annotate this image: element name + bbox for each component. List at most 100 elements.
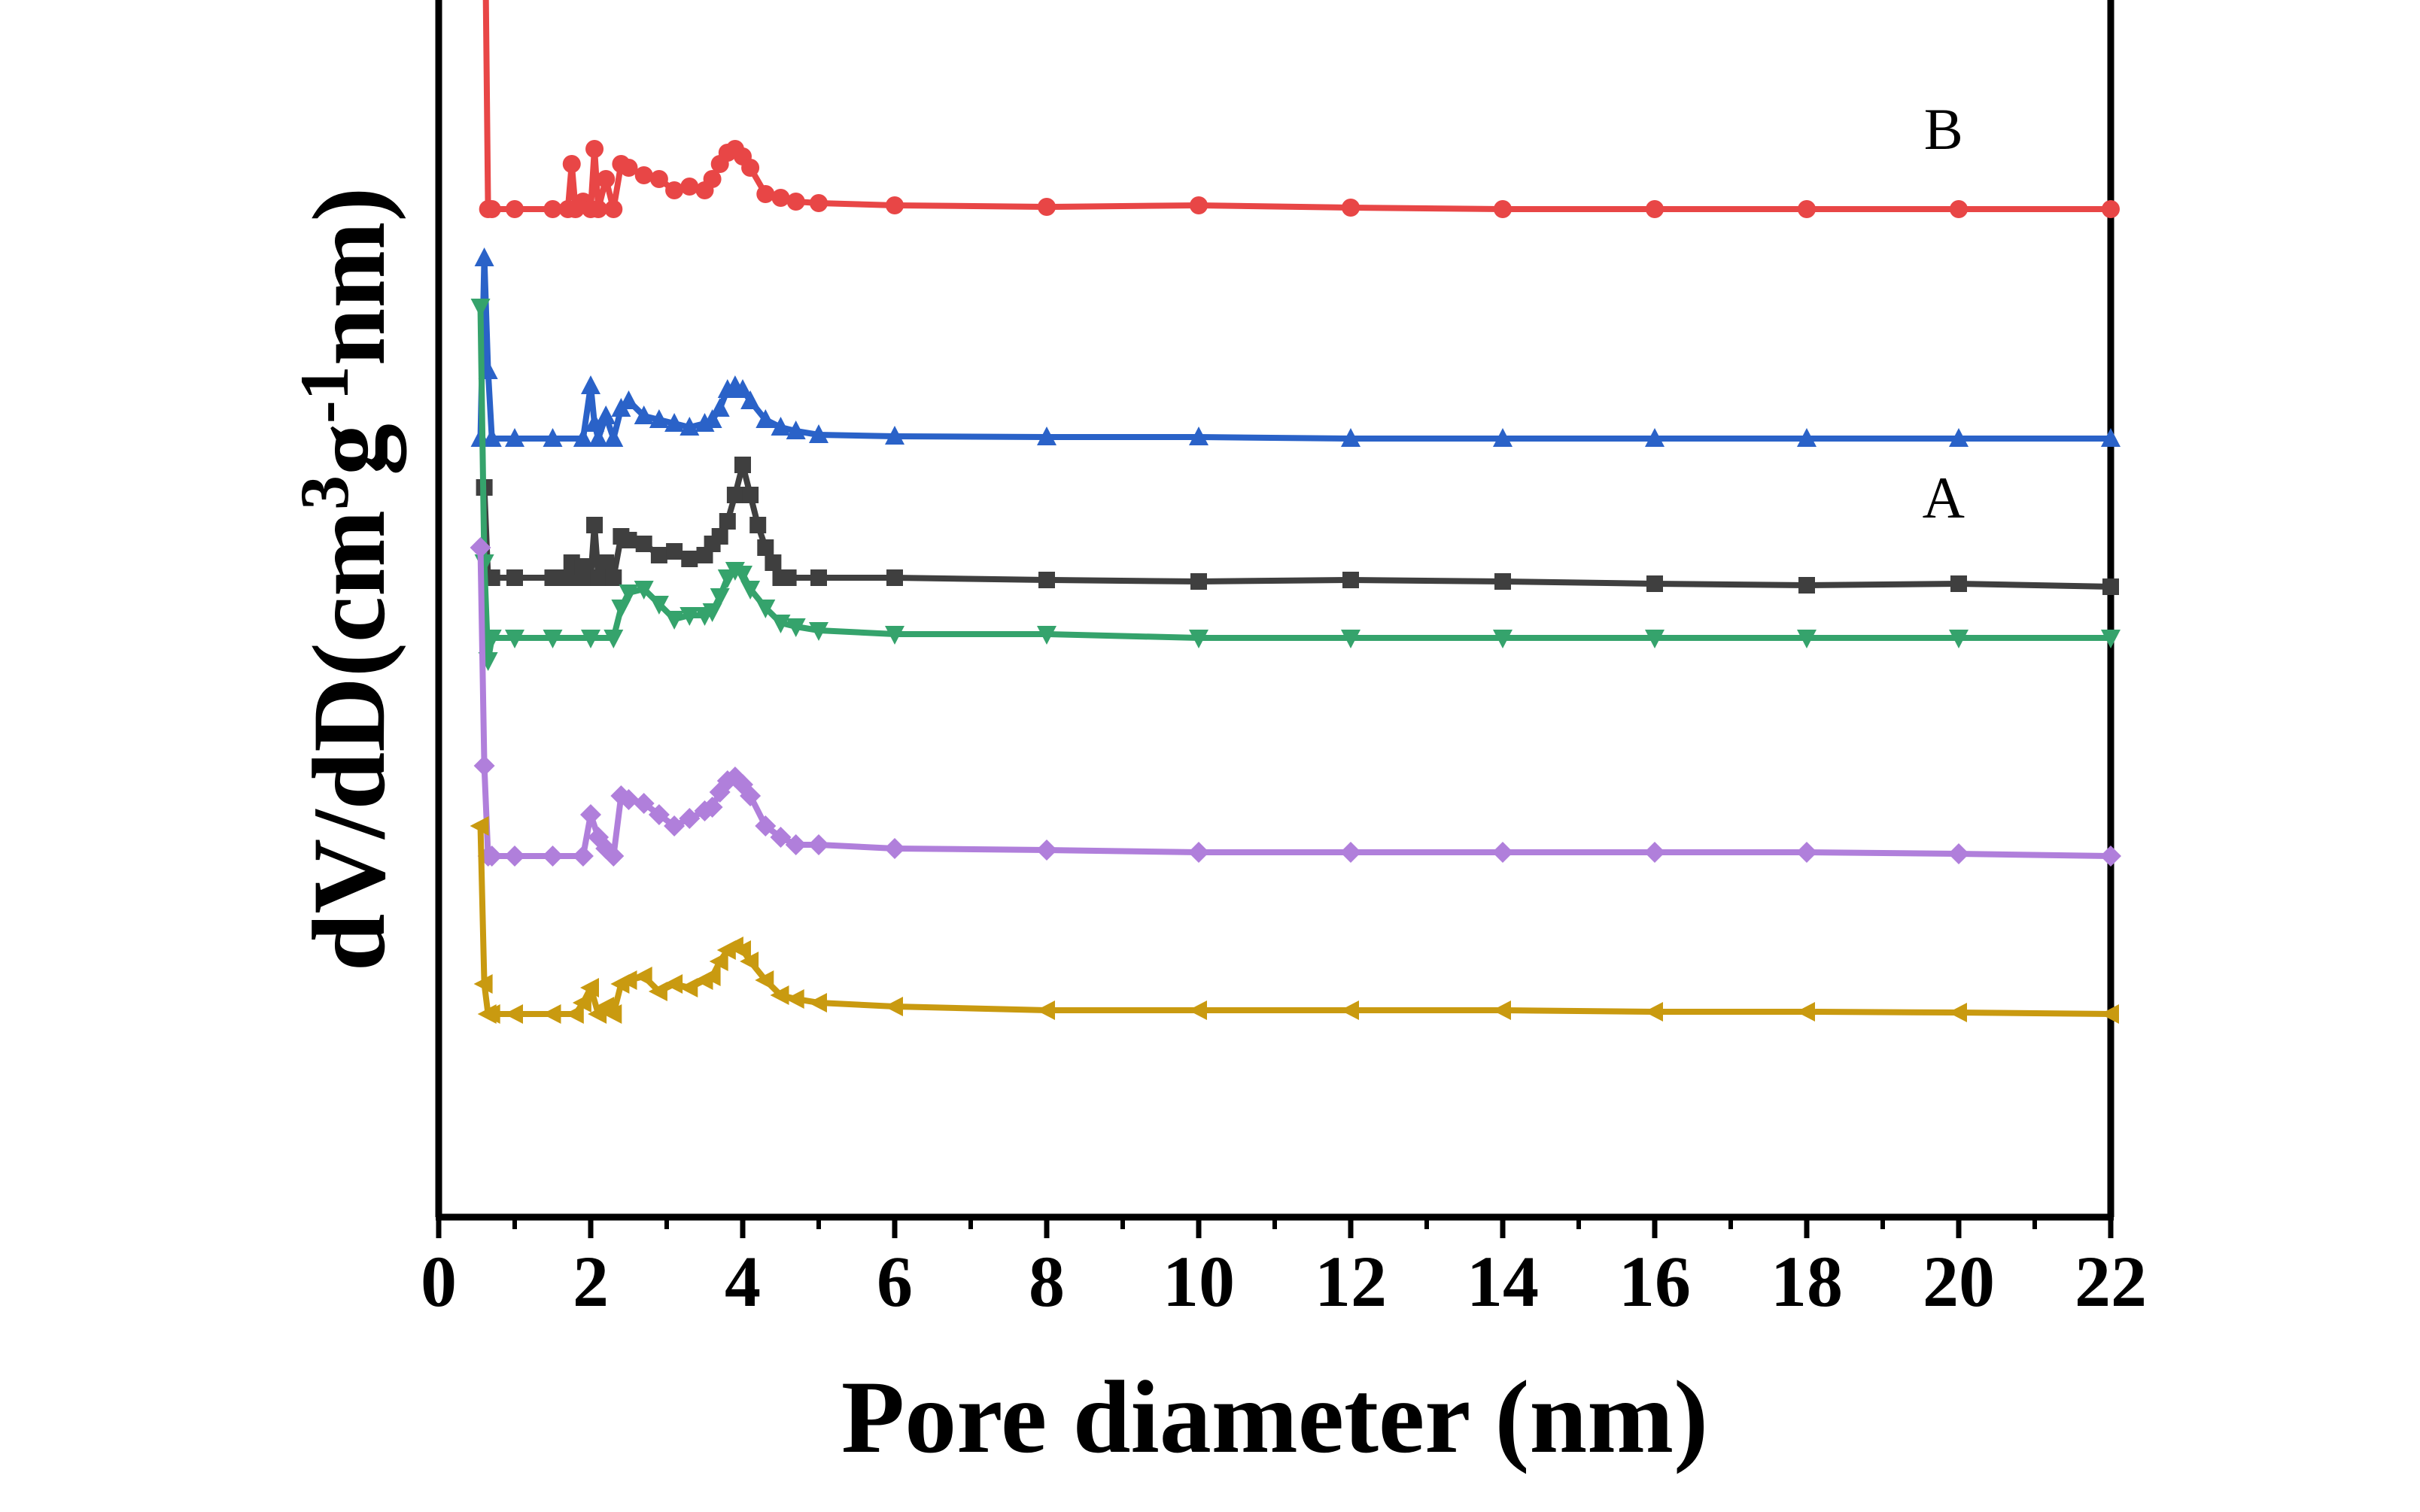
series-layer <box>470 0 2121 1024</box>
data-point-marker <box>597 554 615 571</box>
data-point-marker <box>679 607 700 626</box>
data-point-marker <box>473 974 493 994</box>
data-point-marker <box>1188 1000 1207 1020</box>
data-point-marker <box>1949 428 1969 447</box>
data-point-marker <box>770 827 792 848</box>
data-point-marker <box>506 200 524 218</box>
data-point-marker <box>1341 428 1360 447</box>
data-point-marker <box>650 547 667 563</box>
data-point-marker <box>664 815 686 836</box>
data-point-marker <box>2102 200 2120 218</box>
data-point-marker <box>1188 842 1209 863</box>
data-point-marker <box>771 189 790 207</box>
data-point-marker <box>1340 1000 1359 1020</box>
data-point-marker <box>809 424 828 443</box>
data-point-marker <box>771 417 791 436</box>
data-point-marker <box>1036 1000 1055 1020</box>
data-point-marker <box>2101 630 2121 648</box>
data-point-marker <box>786 421 806 439</box>
data-point-marker <box>710 588 730 607</box>
data-point-marker <box>755 970 774 990</box>
data-point-marker <box>1646 575 1663 592</box>
data-point-marker <box>884 838 905 859</box>
data-point-marker <box>649 409 669 428</box>
data-point-marker <box>1038 572 1055 588</box>
data-point-marker <box>605 569 622 586</box>
data-point-marker <box>1645 630 1665 648</box>
data-point-marker <box>470 299 491 317</box>
data-point-marker <box>734 457 751 473</box>
data-point-marker <box>618 789 640 810</box>
data-point-marker <box>702 603 722 622</box>
data-point-marker <box>1796 1002 1815 1022</box>
series-line <box>482 0 2111 212</box>
data-point-marker <box>588 428 609 447</box>
data-point-marker <box>1644 842 1665 863</box>
data-point-marker <box>786 193 805 211</box>
data-point-marker <box>1644 1002 1663 1022</box>
data-point-marker <box>619 159 638 177</box>
data-point-marker <box>1494 573 1511 590</box>
data-point-marker <box>741 159 760 177</box>
data-point-marker <box>562 155 581 173</box>
data-point-marker <box>505 428 524 447</box>
data-point-marker <box>786 618 806 637</box>
data-point-marker <box>585 413 605 432</box>
data-point-marker <box>709 952 728 971</box>
data-point-marker <box>649 170 668 188</box>
data-point-marker <box>504 1004 523 1024</box>
data-point-marker <box>1038 198 1056 216</box>
data-point-marker <box>740 785 762 806</box>
x-tick-label: 4 <box>725 1241 761 1322</box>
x-tick-label: 6 <box>877 1241 913 1322</box>
data-point-marker <box>1798 577 1815 594</box>
data-point-marker <box>590 569 607 586</box>
data-point-marker <box>1190 196 1208 214</box>
data-point-marker <box>564 1004 584 1024</box>
data-point-marker <box>589 200 608 218</box>
data-point-marker <box>884 997 903 1016</box>
data-point-marker <box>732 940 751 960</box>
data-point-marker <box>482 200 501 218</box>
x-tick-label: 20 <box>1923 1241 1995 1322</box>
data-point-marker <box>1796 842 1817 863</box>
data-point-marker <box>702 409 722 428</box>
data-point-marker <box>470 537 491 558</box>
data-point-marker <box>619 390 639 409</box>
data-point-marker <box>810 194 828 212</box>
data-point-marker <box>481 846 503 867</box>
data-point-marker <box>648 982 667 1001</box>
data-point-marker <box>634 581 654 600</box>
data-point-marker <box>580 978 599 997</box>
data-point-marker <box>1342 199 1360 217</box>
data-point-marker <box>648 804 670 825</box>
data-point-marker <box>1494 200 1512 218</box>
data-point-marker <box>765 554 782 571</box>
data-point-marker <box>635 536 652 552</box>
data-point-marker <box>619 584 639 603</box>
data-point-marker <box>785 989 804 1009</box>
data-point-marker <box>1797 428 1817 447</box>
series-3 <box>470 299 2121 671</box>
data-point-marker <box>755 600 776 618</box>
x-tick-label: 10 <box>1163 1241 1235 1322</box>
data-point-marker <box>740 390 761 409</box>
x-ticks: 0 2 4 6 8 10 12 14 16 18 20 22 <box>421 1217 2147 1322</box>
data-point-marker <box>679 978 698 997</box>
data-point-marker <box>1949 630 1969 648</box>
curve-labels: AB <box>1923 96 1965 530</box>
data-point-marker <box>770 985 789 1005</box>
data-point-marker <box>809 622 828 641</box>
data-point-marker <box>742 487 759 503</box>
x-tick-label: 0 <box>421 1241 457 1322</box>
data-point-marker <box>886 569 903 586</box>
data-point-marker <box>740 581 761 600</box>
data-point-marker <box>470 816 489 836</box>
x-tick-label: 14 <box>1467 1241 1539 1322</box>
series-0 <box>476 457 2119 595</box>
data-point-marker <box>620 532 637 548</box>
data-point-marker <box>603 630 624 648</box>
data-point-marker <box>543 200 562 218</box>
data-point-marker <box>1948 1003 1967 1022</box>
